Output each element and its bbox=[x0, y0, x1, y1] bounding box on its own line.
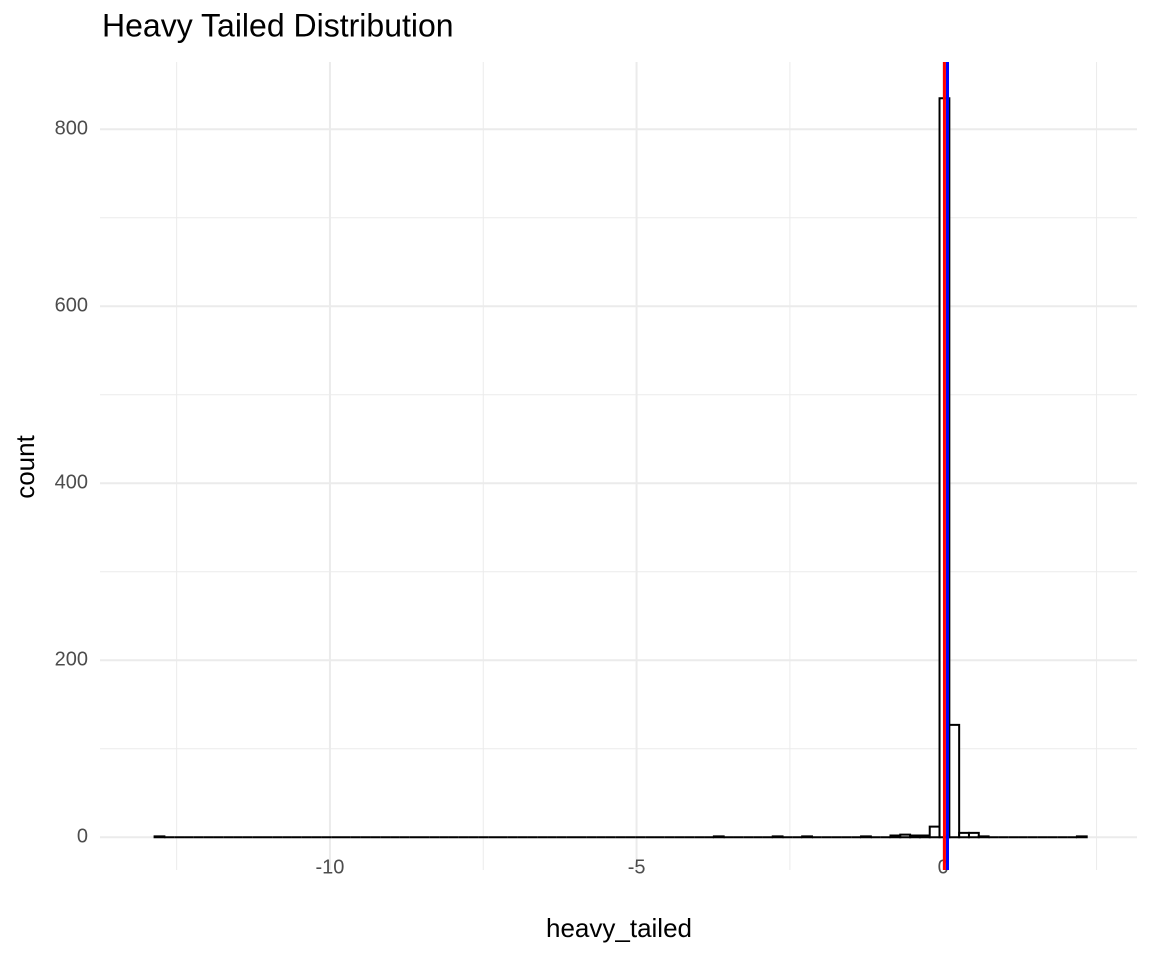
bar bbox=[948, 723, 961, 839]
bar bbox=[928, 825, 941, 839]
bar bbox=[909, 834, 921, 839]
y-tick-label: 600 bbox=[55, 295, 88, 317]
y-tick-label: 400 bbox=[55, 472, 88, 494]
x-axis-label: heavy_tailed bbox=[546, 913, 692, 943]
y-tick-label: 0 bbox=[77, 826, 88, 848]
y-tick-label: 800 bbox=[55, 118, 88, 140]
x-tick-label: -5 bbox=[628, 856, 646, 878]
y-tick-label: 200 bbox=[55, 649, 88, 671]
chart-title: Heavy Tailed Distribution bbox=[102, 7, 454, 43]
bar bbox=[1075, 835, 1088, 839]
x-tick-label: -10 bbox=[316, 856, 345, 878]
bar bbox=[771, 835, 784, 839]
y-axis-label: count bbox=[10, 434, 40, 498]
bar bbox=[899, 833, 912, 839]
bar bbox=[860, 835, 872, 839]
bar bbox=[712, 835, 725, 839]
bar bbox=[918, 834, 931, 839]
bar bbox=[889, 834, 902, 839]
bar bbox=[153, 835, 166, 839]
bar bbox=[801, 835, 813, 839]
bar bbox=[967, 831, 980, 839]
bar bbox=[977, 835, 990, 839]
bar bbox=[958, 831, 970, 839]
